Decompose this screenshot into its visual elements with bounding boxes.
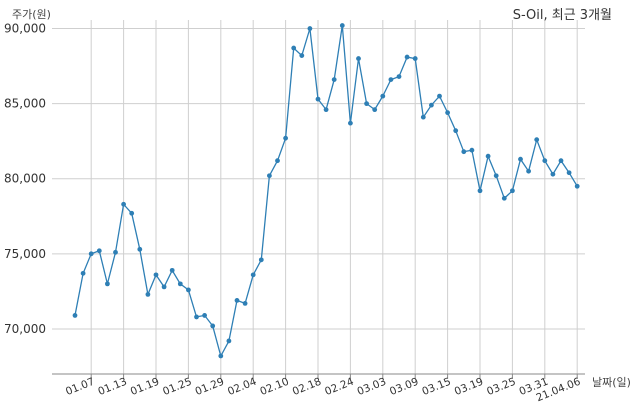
data-point xyxy=(145,291,151,297)
y-tick-label: 85,000 xyxy=(4,97,46,111)
data-point xyxy=(258,257,264,263)
data-point xyxy=(566,170,572,176)
x-tick-label: 03.15 xyxy=(420,376,452,398)
data-point xyxy=(404,54,410,60)
y-tick-label: 80,000 xyxy=(4,172,46,186)
data-point xyxy=(445,110,450,116)
x-tick-label: 03.09 xyxy=(388,376,420,398)
data-point xyxy=(315,96,321,102)
data-point xyxy=(88,251,94,257)
x-tick-label: 03.25 xyxy=(485,376,517,398)
data-point xyxy=(348,120,353,126)
data-point xyxy=(202,313,208,318)
x-tick-label: 02.24 xyxy=(323,376,356,399)
x-tick-label: 01.07 xyxy=(64,376,96,398)
data-point xyxy=(307,26,313,31)
data-point xyxy=(380,93,386,99)
data-point xyxy=(420,114,426,120)
chart-title: S-Oil, 최근 3개월 xyxy=(512,8,612,23)
data-point xyxy=(542,158,548,164)
x-tick-label: 01.29 xyxy=(194,376,226,398)
data-point xyxy=(356,56,361,61)
data-point xyxy=(518,156,523,162)
data-point xyxy=(121,201,126,207)
x-tick-label: 02.18 xyxy=(291,376,323,398)
x-tick-label: 03.03 xyxy=(356,376,388,398)
data-point xyxy=(372,107,378,113)
data-point xyxy=(242,301,248,306)
data-point xyxy=(339,23,345,28)
data-point xyxy=(429,102,434,108)
data-point xyxy=(412,56,418,61)
data-point xyxy=(72,313,78,318)
data-point xyxy=(194,314,199,320)
data-point xyxy=(218,353,224,359)
data-point xyxy=(388,77,394,82)
data-point xyxy=(161,284,167,290)
data-point xyxy=(364,101,369,107)
data-point xyxy=(396,74,402,79)
data-point xyxy=(283,135,288,141)
data-point xyxy=(113,249,118,255)
x-tick-label: 02.04 xyxy=(226,376,259,399)
data-point xyxy=(129,210,135,216)
x-tick-label: 01.25 xyxy=(161,376,193,398)
data-point xyxy=(153,272,159,278)
x-tick-label: 03.19 xyxy=(453,376,485,398)
series-line xyxy=(74,25,578,358)
data-point xyxy=(501,195,507,201)
data-point xyxy=(477,188,483,194)
data-point xyxy=(510,188,515,194)
data-point xyxy=(574,183,580,189)
x-tick-label: 02.10 xyxy=(258,376,290,398)
data-point xyxy=(526,168,531,174)
data-point xyxy=(323,107,329,113)
x-tick-label: 01.13 xyxy=(96,376,128,398)
data-point xyxy=(331,77,337,82)
data-point xyxy=(250,272,256,278)
data-point xyxy=(493,173,499,179)
data-points xyxy=(72,23,580,359)
y-tick-label: 70,000 xyxy=(4,322,46,336)
data-point xyxy=(534,137,540,143)
data-point xyxy=(469,147,475,153)
data-point xyxy=(291,45,297,51)
x-gridlines xyxy=(90,20,578,379)
y-tick-labels: 70,000 75,000 80,000 85,000 90,000 xyxy=(4,22,46,336)
y-axis-label: 주가(원) xyxy=(12,8,51,21)
data-point xyxy=(485,153,491,159)
data-point xyxy=(177,281,183,287)
data-point xyxy=(275,158,280,164)
data-point xyxy=(234,298,240,303)
data-point xyxy=(105,281,110,287)
data-point xyxy=(267,173,272,179)
data-point xyxy=(186,287,191,293)
data-point xyxy=(210,323,216,329)
x-tick-labels: 01.07 01.13 01.19 01.25 01.29 02.04 02.10 02.18… xyxy=(64,376,583,405)
data-point xyxy=(461,149,467,155)
data-point xyxy=(96,248,102,254)
data-point xyxy=(80,270,86,276)
data-point xyxy=(437,93,442,99)
data-point xyxy=(550,171,556,177)
x-tick-label: 01.19 xyxy=(129,376,161,398)
data-point xyxy=(226,338,232,344)
data-point xyxy=(299,53,305,58)
data-point xyxy=(169,267,175,273)
x-axis-label: 날짜(일) xyxy=(592,376,631,389)
data-point xyxy=(453,128,459,134)
data-point xyxy=(558,158,564,164)
data-point xyxy=(137,246,143,252)
y-tick-label: 75,000 xyxy=(4,247,46,261)
y-tick-label: 90,000 xyxy=(4,22,46,36)
